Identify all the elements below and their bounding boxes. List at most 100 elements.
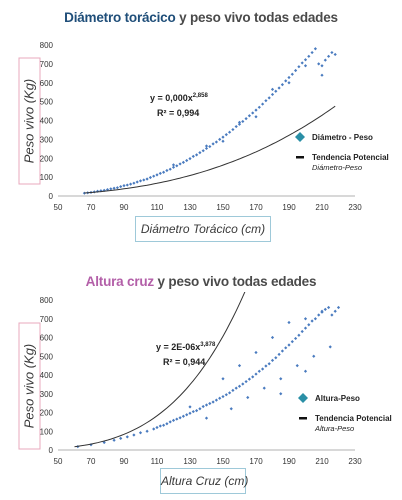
data-point <box>251 111 255 115</box>
data-point <box>214 140 218 144</box>
data-point <box>211 142 215 146</box>
data-point <box>257 105 261 109</box>
data-point <box>129 182 133 186</box>
data-point <box>195 409 199 413</box>
data-point <box>132 181 136 185</box>
data-point <box>229 407 233 411</box>
data-point <box>287 343 291 347</box>
x-tick-label: 70 <box>87 457 96 466</box>
data-point <box>333 309 337 313</box>
data-point <box>297 333 301 337</box>
x-tick-label: 210 <box>315 203 329 212</box>
data-point <box>185 413 189 417</box>
chart-title: Diámetro torácico y peso vivo todas edad… <box>0 10 402 25</box>
y-tick-label: 0 <box>49 192 54 201</box>
x-tick-label: 70 <box>87 203 96 212</box>
data-point <box>178 162 182 166</box>
y-tick-label: 500 <box>40 98 54 107</box>
data-point <box>208 144 212 149</box>
equation-label: y = 2E-06x3,878 <box>156 342 216 352</box>
y-tick-label: 500 <box>40 352 54 361</box>
data-point <box>247 377 251 381</box>
legend-line-icon <box>299 417 307 420</box>
data-point <box>264 364 268 368</box>
data-point <box>228 391 232 395</box>
x-tick-label: 230 <box>348 203 362 212</box>
legend-marker-label: Altura-Peso <box>315 394 360 403</box>
data-point <box>221 377 225 381</box>
data-point <box>204 403 209 407</box>
data-point <box>320 64 324 68</box>
data-point <box>158 171 162 175</box>
x-tick-label: 110 <box>151 457 164 466</box>
data-point <box>330 313 334 317</box>
legend-marker-icon <box>298 393 308 403</box>
legend-line-sublabel: Diámetro-Peso <box>312 163 362 172</box>
data-point <box>307 323 311 327</box>
data-point <box>330 50 334 55</box>
data-point <box>234 386 238 390</box>
data-point <box>135 180 139 184</box>
data-point <box>237 384 242 388</box>
data-point <box>145 177 149 181</box>
data-point <box>221 135 225 139</box>
data-point <box>244 379 248 384</box>
data-point <box>201 149 205 153</box>
data-point <box>317 313 321 317</box>
data-point <box>237 122 242 126</box>
y-tick-label: 300 <box>40 390 54 399</box>
data-point <box>261 367 265 371</box>
data-point <box>336 305 341 310</box>
data-point <box>152 174 156 178</box>
y-tick-label: 0 <box>49 446 54 455</box>
x-tick-label: 90 <box>120 203 129 212</box>
data-point <box>303 317 308 321</box>
data-point <box>152 427 156 431</box>
data-point <box>211 400 215 404</box>
y-tick-label: 600 <box>40 79 54 88</box>
data-point <box>188 405 192 409</box>
data-point <box>191 409 195 414</box>
data-point <box>162 170 166 174</box>
data-point <box>303 369 308 373</box>
data-point <box>287 81 291 85</box>
data-point <box>115 186 119 190</box>
data-point <box>254 350 258 355</box>
y-tick-label: 100 <box>40 427 54 436</box>
y-tick-label: 100 <box>40 173 54 182</box>
y-tick-label: 700 <box>40 60 54 69</box>
data-point <box>221 139 225 143</box>
data-point <box>294 336 298 341</box>
data-point <box>303 64 308 68</box>
data-point <box>155 425 159 430</box>
chart-title-rest: y peso vivo todas edades <box>153 274 317 289</box>
data-point <box>294 68 298 73</box>
x-axis-label: Altura Cruz (cm) <box>160 468 248 494</box>
x-tick-label: 50 <box>54 457 63 466</box>
data-point <box>303 326 308 330</box>
data-point <box>327 54 331 58</box>
data-point <box>201 404 205 409</box>
data-point <box>313 317 317 321</box>
data-point <box>218 137 222 141</box>
data-point <box>208 401 212 406</box>
data-point <box>279 377 283 381</box>
data-point <box>168 420 172 424</box>
data-point <box>165 422 169 426</box>
x-tick-label: 110 <box>151 203 164 212</box>
data-point <box>224 393 228 397</box>
x-tick-label: 50 <box>54 203 63 212</box>
data-point <box>277 352 281 356</box>
data-point <box>155 173 159 177</box>
data-point <box>327 305 331 310</box>
data-point <box>270 335 275 340</box>
data-point <box>251 375 255 379</box>
data-point <box>228 130 232 134</box>
data-point <box>119 436 123 440</box>
x-tick-label: 130 <box>183 203 197 212</box>
data-point <box>287 320 291 325</box>
data-point <box>191 154 195 158</box>
x-tick-label: 150 <box>216 457 230 466</box>
data-point <box>284 346 288 350</box>
data-point <box>237 120 242 124</box>
